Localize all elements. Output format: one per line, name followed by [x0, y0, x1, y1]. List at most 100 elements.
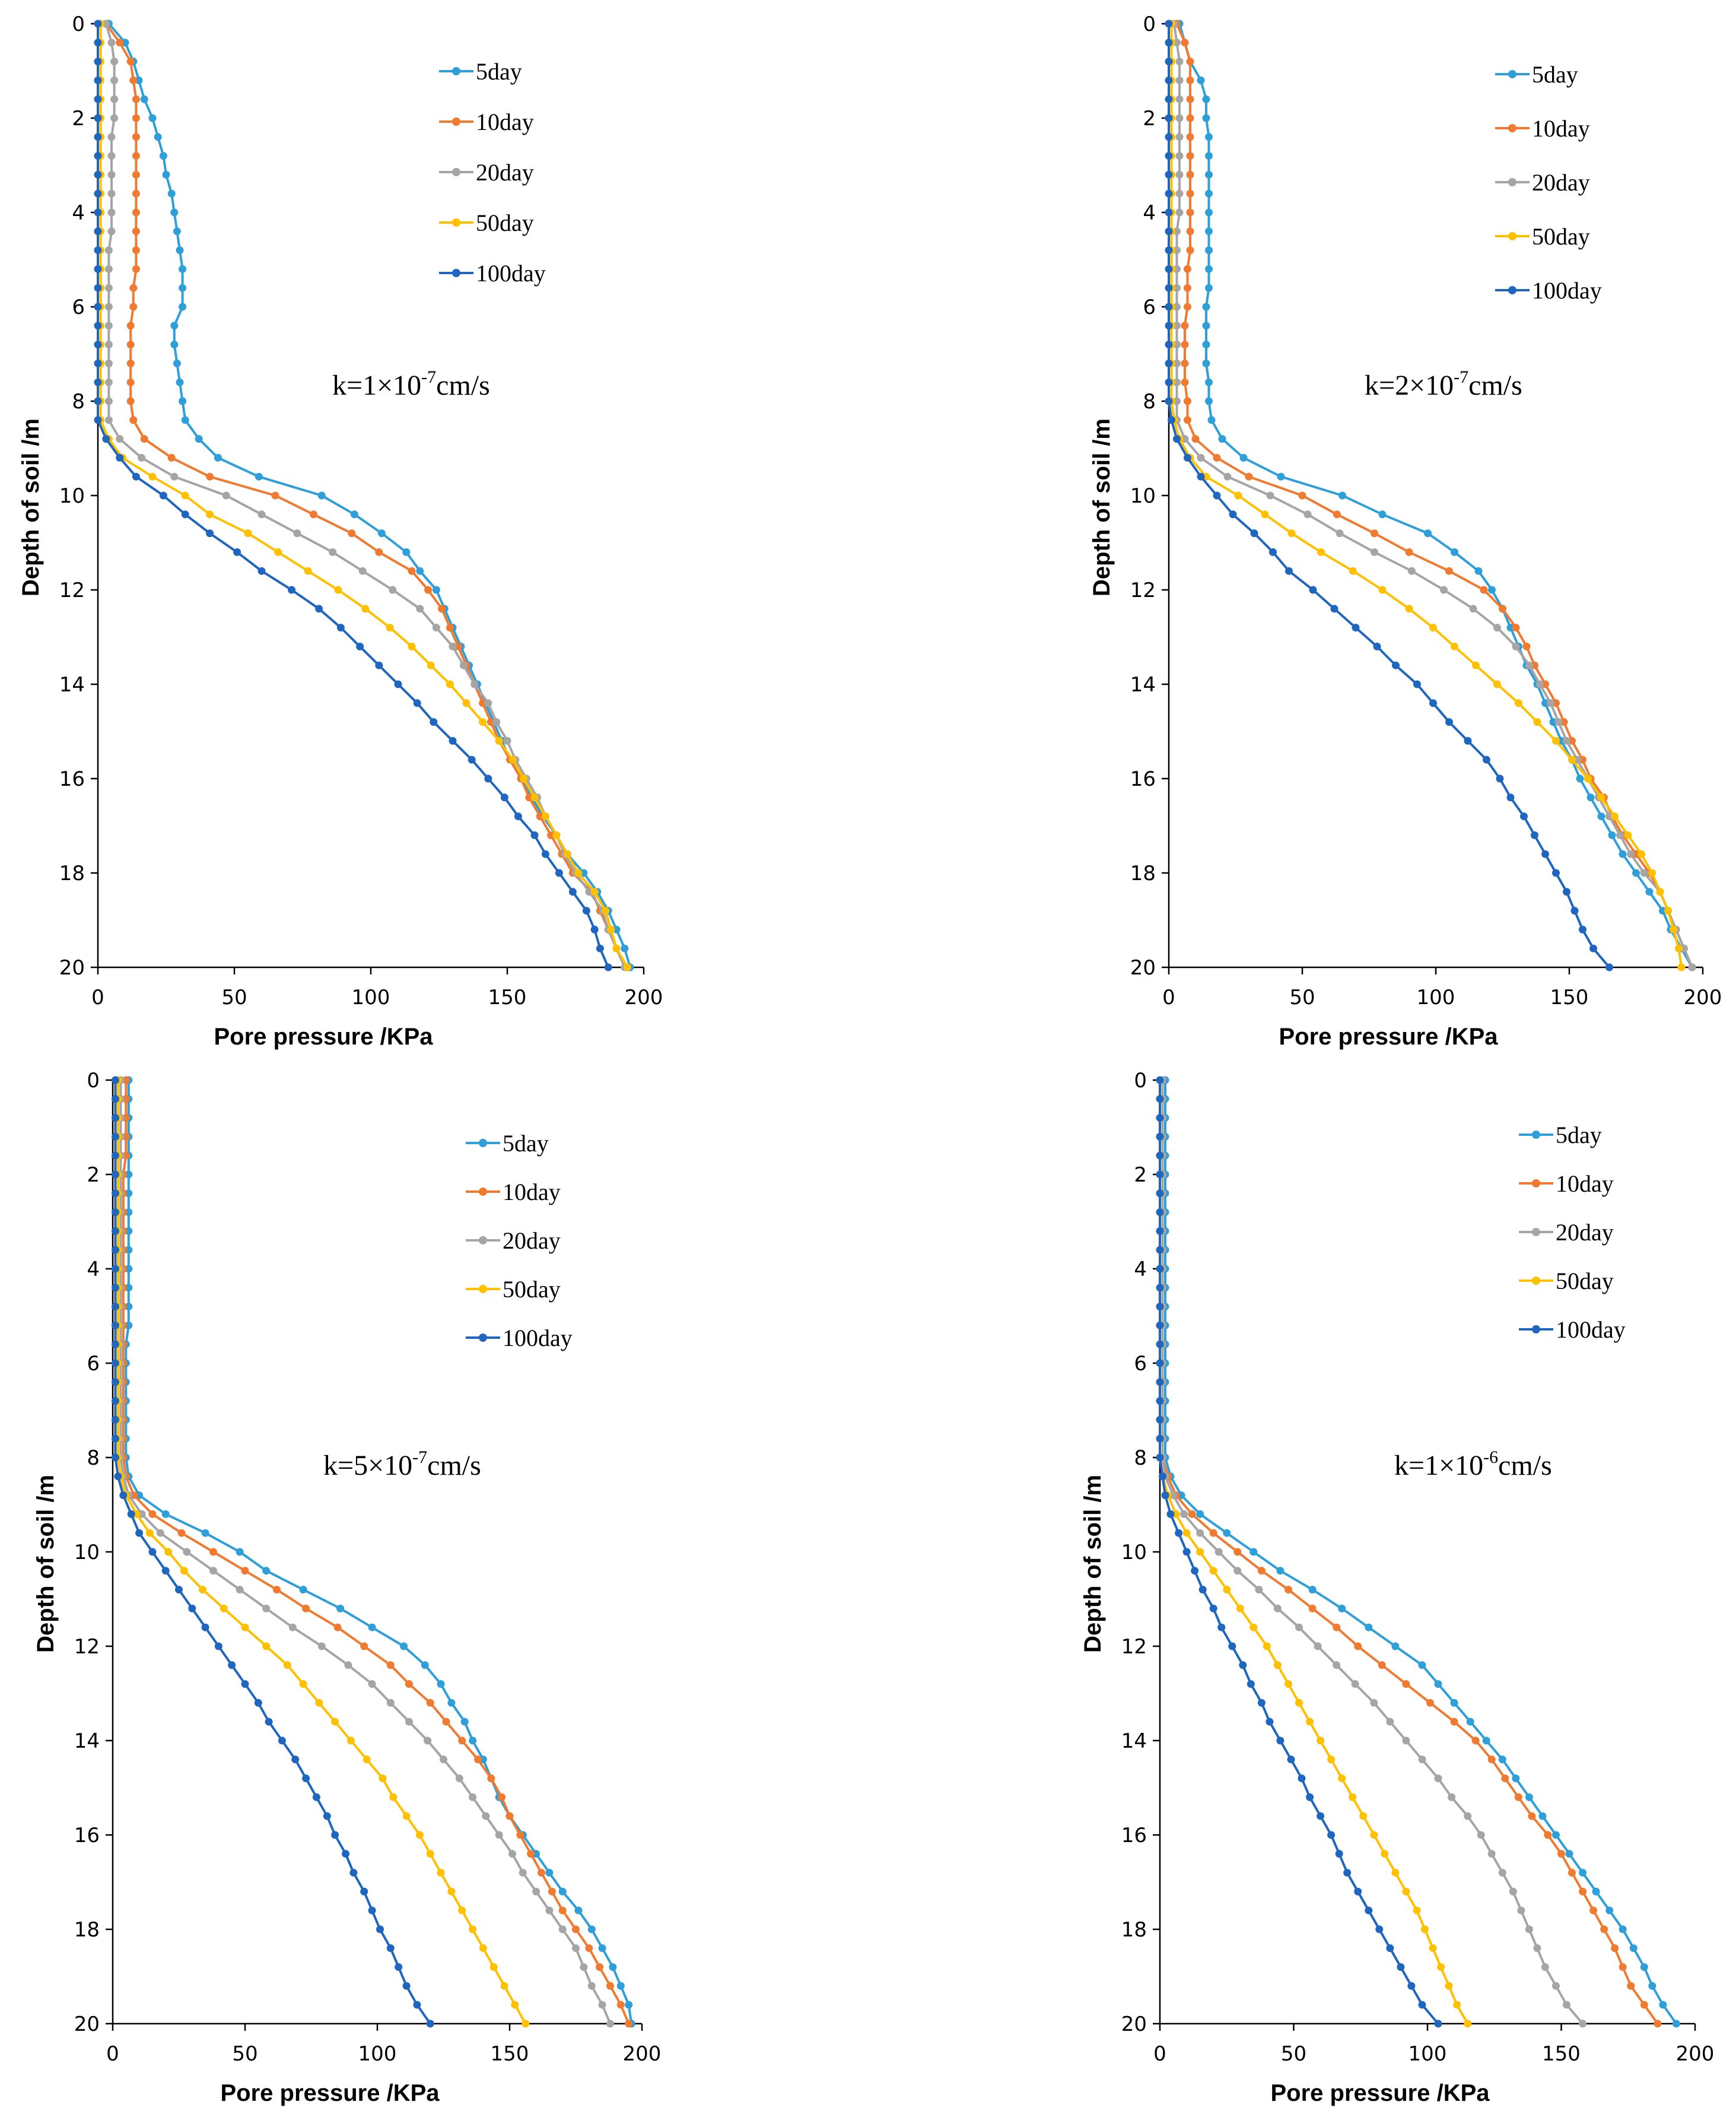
data-point-20day	[156, 1529, 164, 1537]
data-point-50day	[541, 812, 549, 821]
data-point-100day	[500, 793, 508, 802]
data-point-100day	[368, 1906, 376, 1914]
legend-label-5day: 5day	[1532, 61, 1578, 88]
y-tick-label: 0	[1143, 12, 1156, 36]
x-axis-title: Pore pressure /KPa	[220, 2080, 440, 2106]
data-point-50day	[1223, 1586, 1231, 1594]
legend-marker-20day	[1508, 178, 1516, 186]
data-point-100day	[1159, 1472, 1166, 1481]
data-point-100day	[1156, 1114, 1164, 1122]
data-point-10day	[132, 227, 140, 236]
data-point-20day	[358, 567, 367, 575]
data-point-10day	[1186, 58, 1194, 66]
data-point-5day	[479, 1755, 487, 1764]
y-tick-label: 10	[74, 1541, 100, 1564]
y-axis-title: Depth of soil /m	[33, 1475, 59, 1653]
data-point-50day	[1381, 1850, 1389, 1858]
data-point-5day	[1277, 472, 1285, 481]
data-point-100day	[315, 605, 323, 613]
data-point-10day	[1480, 586, 1488, 594]
data-point-20day	[1175, 208, 1184, 217]
x-tick-label: 50	[1281, 2042, 1306, 2066]
permeability-unit: cm/s	[427, 1450, 481, 1481]
data-point-20day	[1169, 1491, 1177, 1500]
data-point-100day	[112, 1359, 119, 1367]
data-point-100day	[94, 378, 102, 386]
data-point-5day	[1205, 170, 1213, 179]
data-point-5day	[179, 397, 187, 405]
y-tick-label: 20	[74, 2012, 100, 2036]
data-point-10day	[505, 1812, 514, 1820]
data-point-5day	[121, 39, 129, 47]
x-tick-label: 200	[625, 986, 663, 1009]
data-point-10day	[1184, 284, 1191, 292]
data-point-5day	[1512, 1774, 1520, 1783]
data-point-5day	[167, 189, 176, 198]
data-point-100day	[1197, 472, 1205, 481]
data-point-100day	[1156, 1227, 1164, 1235]
data-point-5day	[432, 586, 440, 594]
data-point-100day	[159, 491, 167, 500]
data-point-20day	[492, 718, 501, 726]
data-point-5day	[173, 227, 181, 236]
data-point-100day	[514, 812, 522, 821]
y-axis-title: Depth of soil /m	[18, 418, 44, 596]
data-point-100day	[175, 1586, 183, 1594]
data-point-100day	[1173, 435, 1181, 443]
data-point-10day	[177, 1529, 186, 1537]
permeability-prefix: k=2×10	[1365, 370, 1454, 401]
data-point-5day	[1672, 2020, 1680, 2028]
y-tick-label: 6	[1143, 296, 1156, 319]
data-point-20day	[482, 1812, 490, 1820]
data-point-100day	[568, 888, 577, 896]
data-point-20day	[1616, 831, 1624, 839]
data-point-100day	[1165, 95, 1173, 103]
legend-label-100day: 100day	[1556, 1316, 1626, 1343]
data-point-5day	[1619, 850, 1627, 858]
data-point-10day	[1186, 114, 1194, 122]
data-point-10day	[1541, 680, 1549, 688]
permeability-prefix: k=1×10	[1394, 1450, 1483, 1481]
data-point-100day	[541, 850, 549, 858]
data-point-100day	[94, 189, 102, 198]
data-point-50day	[1202, 472, 1210, 481]
data-point-100day	[1175, 1529, 1183, 1537]
data-point-20day	[104, 341, 113, 349]
data-point-100day	[484, 774, 492, 783]
data-point-5day	[1541, 699, 1549, 707]
data-point-50day	[447, 1887, 456, 1895]
data-point-20day	[104, 378, 113, 386]
data-point-20day	[1173, 341, 1181, 349]
data-point-20day	[405, 1717, 413, 1726]
data-point-10day	[132, 133, 140, 141]
data-point-100day	[1330, 605, 1338, 613]
x-axis-title: Pore pressure /KPa	[1270, 2080, 1490, 2106]
data-point-5day	[1202, 303, 1210, 311]
data-point-10day	[1627, 1982, 1635, 1990]
data-point-5day	[262, 1567, 271, 1575]
data-point-10day	[1186, 95, 1194, 103]
data-point-5day	[125, 1321, 133, 1329]
data-point-20day	[1295, 1623, 1303, 1631]
y-tick-label: 14	[1121, 1729, 1147, 1753]
y-tick-label: 6	[72, 296, 85, 319]
data-point-10day	[302, 1604, 310, 1612]
series-line-50day	[1170, 24, 1683, 968]
data-point-100day	[94, 341, 102, 349]
data-point-100day	[1156, 1453, 1164, 1462]
data-point-10day	[538, 1869, 545, 1877]
series-line-50day	[116, 1080, 527, 2024]
data-point-50day	[145, 1529, 154, 1537]
data-point-100day	[112, 1397, 119, 1405]
data-point-10day	[126, 397, 135, 405]
data-point-20day	[459, 661, 468, 669]
data-point-20day	[1509, 1887, 1517, 1895]
data-point-100day	[94, 397, 102, 405]
data-point-5day	[1202, 114, 1210, 122]
data-point-20day	[110, 95, 119, 103]
data-point-50day	[402, 1812, 411, 1820]
data-point-10day	[132, 208, 140, 217]
data-point-5day	[1451, 548, 1458, 556]
permeability-label: k=2×10-7cm/s	[1365, 367, 1522, 401]
